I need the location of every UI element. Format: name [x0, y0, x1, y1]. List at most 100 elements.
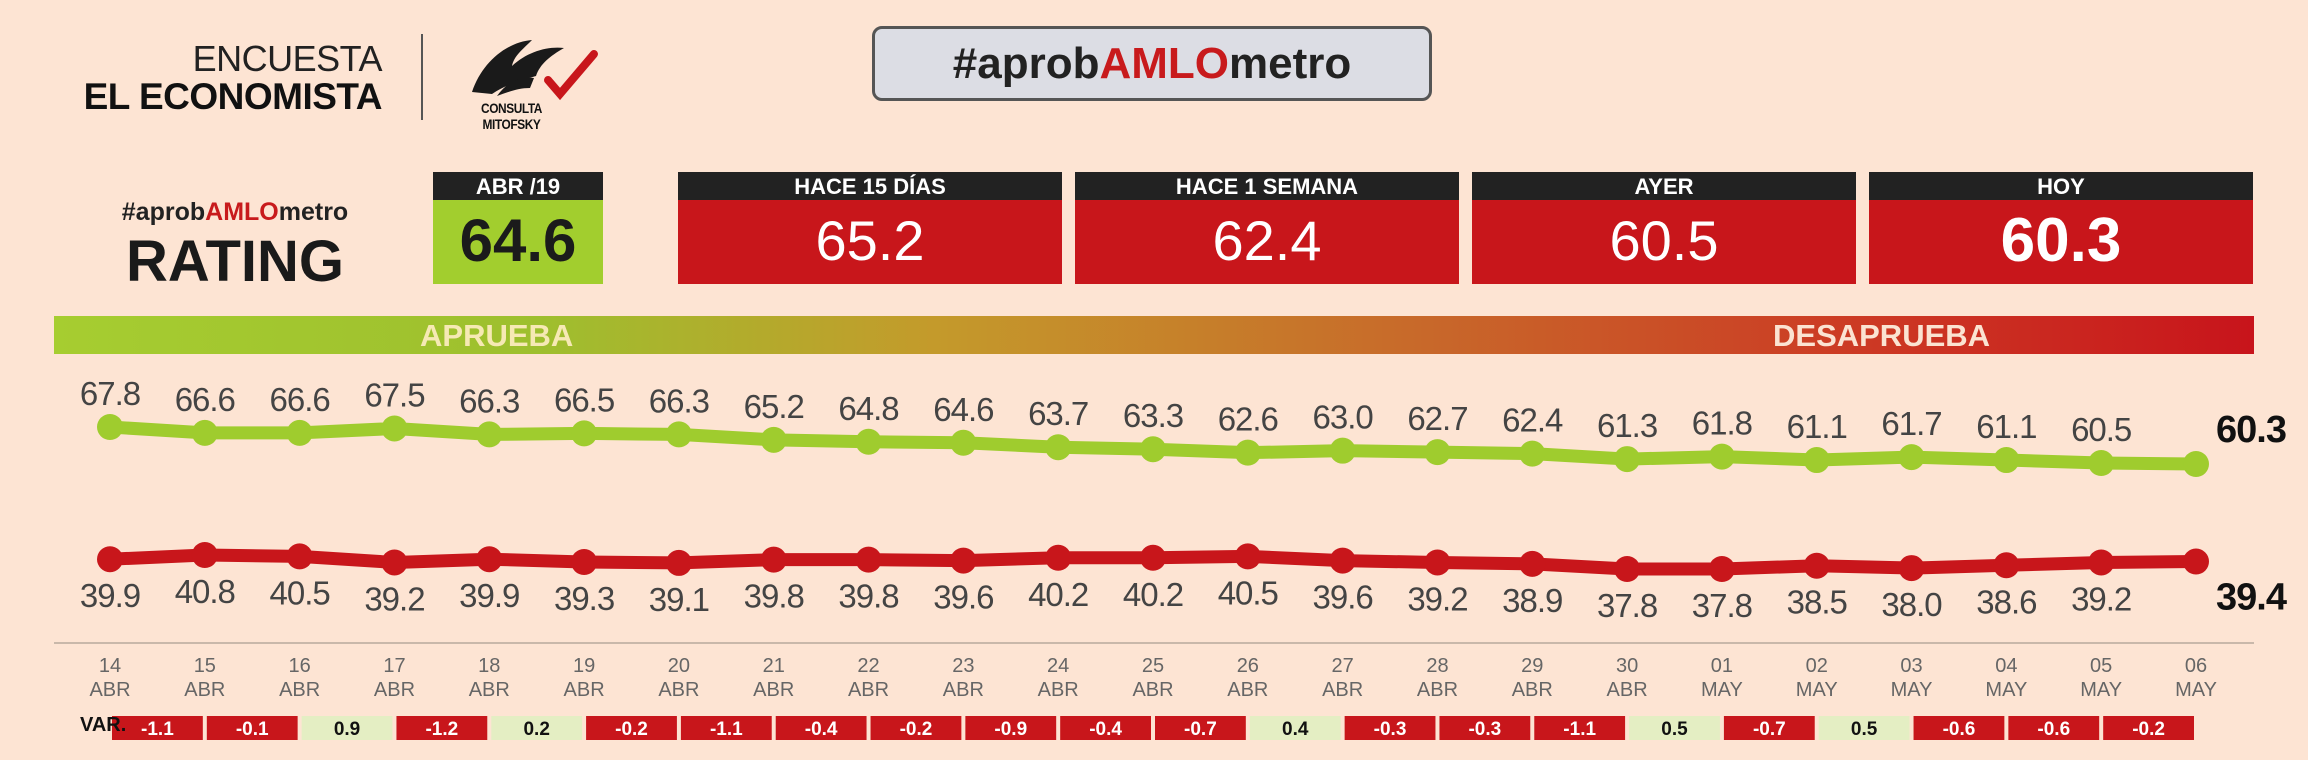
disapprove-point: [381, 549, 408, 576]
x-tick-month: MAY: [2080, 679, 2122, 701]
x-tick-month: ABR: [848, 679, 889, 701]
disapprove-data-label: 40.8: [175, 573, 235, 610]
approve-data-label: 66.6: [175, 381, 235, 418]
hashtag-mid: AMLO: [1099, 39, 1229, 88]
x-tick-month: MAY: [1796, 679, 1838, 701]
variation-value: -0.6: [2037, 719, 2070, 740]
variation-cell: [1344, 716, 1436, 740]
variation-value: -0.7: [1753, 719, 1786, 740]
disapprove-data-label: 39.2: [364, 580, 424, 617]
approve-point: [1140, 436, 1166, 463]
variation-value: -0.2: [615, 719, 648, 740]
variation-cell: [1818, 716, 1910, 740]
stat-header: HACE 15 DÍAS: [678, 172, 1062, 200]
x-tick-month: ABR: [658, 679, 699, 701]
disapprove-data-label: 40.5: [270, 574, 330, 611]
x-tick-day: 29: [1521, 655, 1543, 677]
disapprove-point: [855, 546, 882, 573]
variation-value: -0.4: [1089, 719, 1122, 740]
hashtag-title: #aprobAMLOmetro: [872, 26, 1432, 101]
disapprove-data-label: 39.6: [1313, 579, 1373, 616]
x-tick-day: 20: [668, 655, 690, 677]
disapprove-point: [476, 546, 503, 573]
approve-data-label: 60.3: [2216, 409, 2286, 451]
variation-cell: [1913, 716, 2005, 740]
disapprove-data-label: 39.8: [744, 578, 804, 615]
variation-cell: [112, 716, 203, 740]
disapprove-data-label: 38.5: [1787, 584, 1847, 621]
variation-cell: [2103, 716, 2194, 740]
disapprove-point: [1898, 555, 1925, 582]
variation-value: -0.2: [2132, 719, 2165, 740]
variation-value: 0.5: [1851, 719, 1878, 740]
approve-point: [1898, 444, 1925, 471]
variation-value: 0.5: [1661, 719, 1688, 740]
disapprove-data-label: 38.9: [1502, 582, 1562, 619]
variation-cell: [491, 716, 583, 740]
x-tick-day: 23: [952, 655, 974, 677]
approve-data-label: 62.7: [1407, 400, 1467, 437]
x-tick-day: 15: [194, 655, 216, 677]
approve-point: [1803, 447, 1830, 474]
disapprove-point: [191, 542, 218, 568]
approve-point: [1708, 443, 1735, 470]
rating-tag-post: metro: [278, 198, 349, 226]
disapprove-point: [286, 543, 313, 570]
variation-cell: [1155, 716, 1246, 740]
x-tick-day: 18: [478, 655, 500, 677]
approve-data-label: 61.1: [1787, 408, 1847, 445]
variation-cell: [206, 716, 298, 740]
x-tick-month: ABR: [1322, 679, 1363, 701]
variation-cell: [586, 716, 677, 740]
rating-word: RATING: [125, 229, 344, 294]
approve-data-label: 61.3: [1597, 407, 1657, 444]
stat-value: 65.2: [678, 200, 1062, 284]
variation-value: -0.3: [1468, 719, 1501, 740]
disapprove-point: [1140, 544, 1166, 571]
approve-data-label: 67.5: [364, 376, 424, 413]
stat-header: ABR /19: [433, 172, 603, 200]
x-tick-day: 04: [1995, 655, 2017, 677]
logo-text: CONSULTA MITOFSKY: [481, 100, 542, 132]
variation-value: 0.9: [334, 719, 360, 740]
variation-value: -0.2: [900, 719, 933, 740]
variation-cell: [1060, 716, 1151, 740]
disapprove-data-label: 39.1: [649, 581, 709, 618]
disapprove-point: [1708, 556, 1735, 582]
variation-value: -0.3: [1374, 719, 1407, 740]
x-tick-day: 01: [1711, 655, 1733, 677]
x-tick-day: 22: [857, 655, 879, 677]
disapprove-data-label: 38.6: [1976, 583, 2036, 620]
x-tick-month: ABR: [1417, 679, 1458, 701]
approve-data-label: 65.2: [744, 388, 804, 425]
variation-value: -0.1: [236, 719, 269, 740]
x-tick-month: MAY: [1701, 679, 1743, 701]
variation-value: -0.7: [1184, 719, 1217, 740]
stat-box-abr19: ABR /19 64.6: [433, 172, 603, 284]
disapprove-data-label: 39.9: [459, 577, 519, 614]
approve-data-label: 64.6: [933, 391, 993, 428]
brand-line-el-economista: EL ECONOMISTA: [83, 76, 383, 117]
x-tick-month: ABR: [89, 679, 130, 701]
approve-data-label: 66.6: [270, 381, 330, 418]
x-tick-day: 02: [1806, 655, 1828, 677]
stat-value: 64.6: [433, 200, 603, 284]
disapprove-point: [571, 549, 598, 575]
approve-data-label: 62.6: [1218, 401, 1278, 438]
x-tick-month: MAY: [1891, 679, 1933, 701]
approve-data-label: 61.1: [1976, 408, 2036, 445]
approve-data-label: 66.3: [649, 382, 709, 419]
x-tick-day: 17: [383, 655, 405, 677]
approval-gradient-bar: [54, 316, 2254, 354]
mitofsky-logo: [472, 40, 598, 101]
approve-point: [1045, 434, 1072, 461]
label-desaprueba: DESAPRUEBA: [1773, 318, 1991, 353]
stat-value: 62.4: [1075, 200, 1459, 284]
x-tick-month: MAY: [1985, 679, 2027, 701]
x-tick-month: ABR: [1512, 679, 1553, 701]
approve-point: [1993, 447, 2020, 474]
x-tick-month: ABR: [753, 679, 794, 701]
hashtag-pre: #aprob: [952, 39, 1100, 88]
variation-cell: [301, 716, 393, 740]
